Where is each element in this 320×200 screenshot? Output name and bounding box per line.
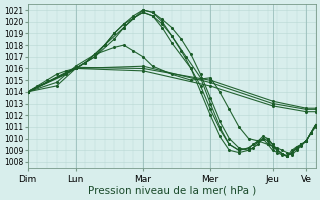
X-axis label: Pression niveau de la mer( hPa ): Pression niveau de la mer( hPa ) (88, 186, 256, 196)
